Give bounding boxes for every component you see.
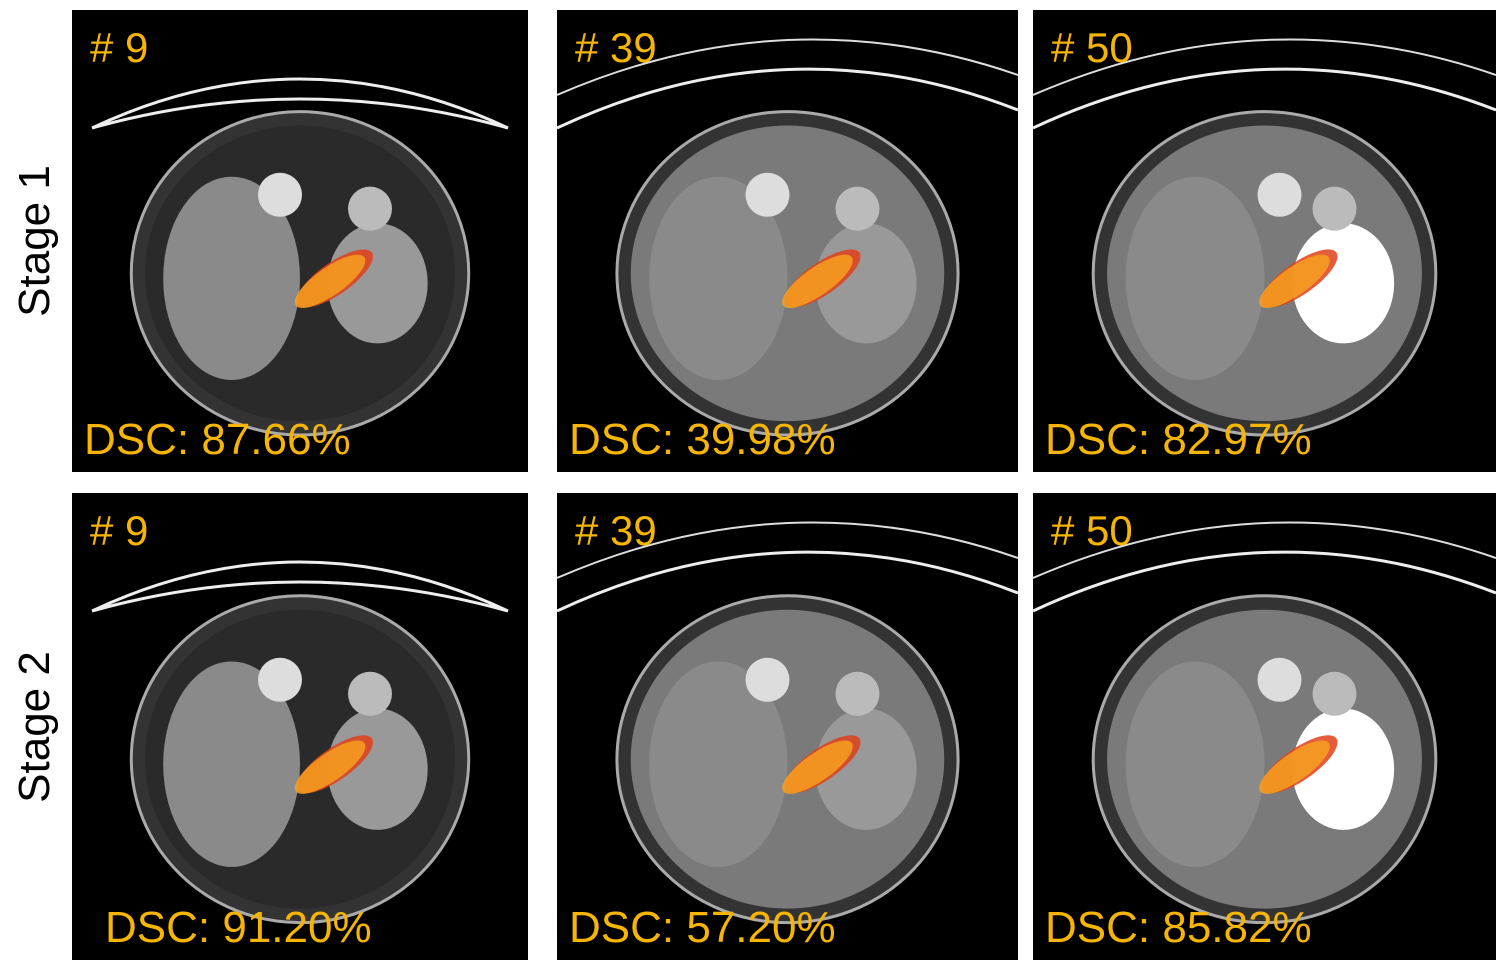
case-label: # 9	[90, 507, 148, 554]
spine	[1257, 172, 1302, 217]
kidney	[1312, 671, 1357, 716]
scanner-table	[91, 560, 509, 613]
scanner-table	[557, 38, 1018, 96]
spine	[258, 657, 302, 702]
case-label: # 50	[1051, 507, 1133, 554]
scanner-table	[1033, 550, 1496, 613]
scanner-table	[1033, 38, 1496, 96]
segmentation-prediction	[1259, 740, 1330, 794]
spine	[1257, 657, 1302, 702]
row-label: Stage 1	[10, 165, 59, 317]
kidney	[835, 186, 880, 231]
case-label: # 39	[575, 24, 657, 71]
kidney	[835, 671, 880, 716]
scanner-table	[557, 550, 1018, 613]
spine	[745, 657, 790, 702]
dsc-label: DSC: 87.66%	[84, 415, 351, 464]
scanner-table	[1033, 521, 1496, 579]
row-label: Stage 2	[10, 650, 59, 803]
liver	[163, 176, 300, 380]
liver	[1125, 176, 1265, 380]
case-label: # 39	[575, 507, 657, 554]
ct-panel: # 39 DSC: 39.98%	[557, 10, 1018, 472]
ct-panel: # 50 DSC: 82.97%	[1033, 10, 1496, 472]
segmentation-prediction	[1259, 254, 1330, 309]
ct-panel: # 39 DSC: 57.20%	[557, 493, 1018, 960]
liver	[649, 176, 788, 380]
segmentation-prediction	[294, 740, 366, 794]
spine	[745, 172, 790, 217]
kidney	[348, 186, 392, 231]
kidney	[1312, 186, 1357, 231]
segmentation-prediction	[782, 254, 853, 309]
scanner-table	[557, 67, 1018, 130]
ct-panel: # 9 DSC: 87.66%	[72, 10, 528, 472]
spine	[258, 172, 302, 217]
liver	[163, 661, 300, 867]
liver	[649, 661, 788, 867]
scanner-table	[557, 521, 1018, 579]
segmentation-prediction	[782, 740, 853, 794]
dsc-label: DSC: 85.82%	[1045, 903, 1312, 952]
ct-panel: # 50 DSC: 85.82%	[1033, 493, 1496, 960]
scanner-table	[91, 77, 509, 130]
case-label: # 50	[1051, 24, 1133, 71]
kidney	[348, 671, 392, 716]
dsc-label: DSC: 82.97%	[1045, 415, 1312, 464]
ct-panel: # 9 DSC: 91.20%	[72, 493, 528, 960]
segmentation-prediction	[294, 254, 366, 309]
dsc-label: DSC: 91.20%	[105, 903, 372, 952]
case-label: # 9	[90, 24, 148, 71]
dsc-label: DSC: 57.20%	[569, 903, 836, 952]
liver	[1125, 661, 1265, 867]
dsc-label: DSC: 39.98%	[569, 415, 836, 464]
scanner-table	[1033, 67, 1496, 130]
